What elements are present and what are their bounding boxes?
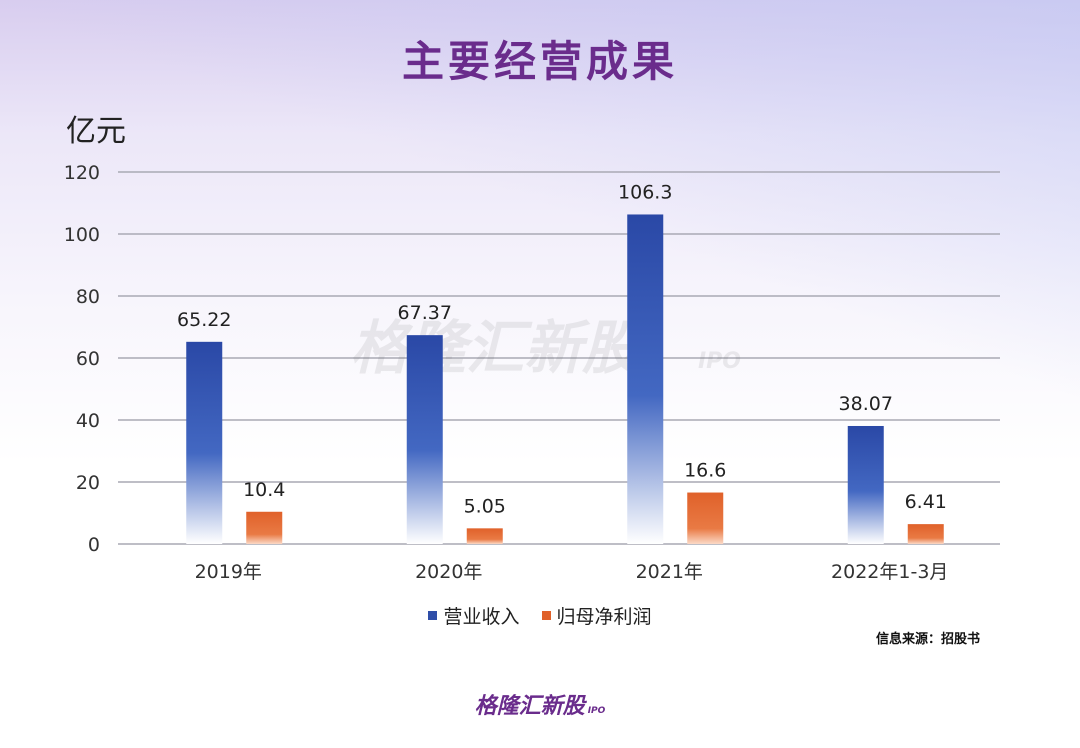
y-tick-label: 60 [76,348,100,370]
x-tick-label: 2019年 [195,561,262,583]
legend-label-revenue: 营业收入 [443,606,520,628]
watermark-suffix: IPO [698,349,741,374]
x-tick-labels: 2019年 2020年 2021年 2022年1-3月 [195,561,949,583]
data-label: 6.41 [905,491,947,513]
x-tick-label: 2021年 [636,561,703,583]
y-tick-label: 120 [64,162,100,184]
y-axis-unit-label: 亿元 [66,114,126,149]
legend: 营业收入 归母净利润 [0,602,1080,629]
bar-profit [907,524,944,544]
bar-revenue [627,214,664,544]
y-tick-label: 0 [88,534,100,556]
source-note: 信息来源：招股书 [875,632,980,647]
legend-label-profit: 归母净利润 [556,606,652,628]
y-tick-label: 40 [76,410,100,432]
data-label: 65.22 [177,309,231,331]
bar-revenue [406,335,443,544]
bar-revenue [847,425,884,544]
bar-profit [466,528,503,544]
legend-item-profit: 归母净利润 [541,602,652,629]
data-label: 106.3 [618,181,672,203]
bars [186,214,944,544]
x-tick-label: 2020年 [415,561,482,583]
data-label: 16.6 [684,460,726,482]
footer-logo-text: 格隆汇新股 [474,694,585,719]
data-label: 10.4 [243,479,285,501]
x-tick-label: 2022年1-3月 [831,561,948,583]
bar-profit [687,492,724,544]
data-label: 67.37 [398,302,452,324]
legend-item-revenue: 营业收入 [428,602,519,629]
data-labels: 65.22 10.4 67.37 5.05 106.3 16.6 38.07 6.41 [177,181,947,517]
legend-swatch-revenue [428,611,438,620]
data-label: 5.05 [464,495,506,517]
bar-revenue [186,341,223,544]
page-title: 主要经营成果 [401,37,678,86]
y-tick-label: 80 [76,286,100,308]
footer-logo: 格隆汇新股 IPO [0,688,1080,720]
y-tick-label: 20 [76,472,100,494]
legend-swatch-profit [541,611,551,620]
watermark: 格隆汇新股 IPO [350,314,741,382]
watermark-text: 格隆汇新股 [350,314,646,382]
data-label: 38.07 [839,393,893,415]
bar-profit [246,511,283,544]
y-tick-label: 100 [64,224,100,246]
y-tick-labels: 0 20 40 60 80 100 120 [64,162,100,556]
footer-logo-suffix: IPO [587,706,606,716]
